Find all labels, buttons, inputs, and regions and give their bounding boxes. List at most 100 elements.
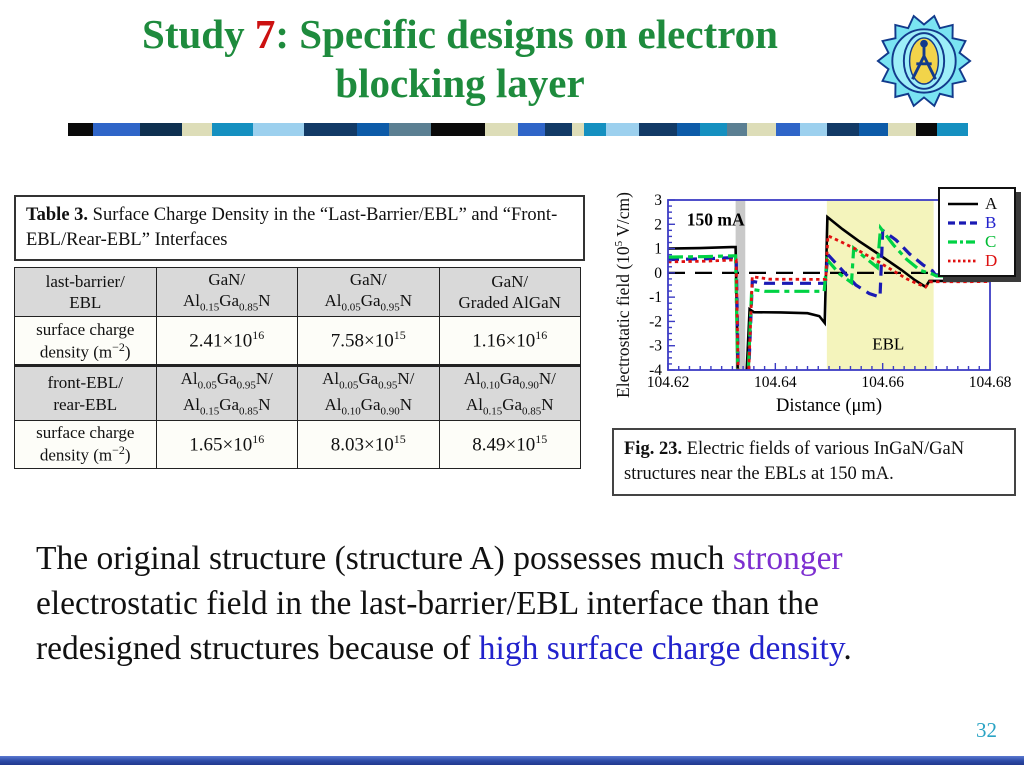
table-cell: 2.41×1016 xyxy=(155,316,298,367)
body-paragraph: The original structure (structure A) pos… xyxy=(36,536,1016,671)
divider-segment xyxy=(584,123,607,136)
legend-line-sample xyxy=(948,259,978,262)
divider-segment xyxy=(937,123,968,136)
table-cell: front-EBL/rear-EBL xyxy=(14,364,157,421)
paragraph-text: high surface charge density xyxy=(478,630,844,667)
ebl-label: EBL xyxy=(872,334,904,353)
divider-segment xyxy=(888,123,916,136)
y-tick-label: 3 xyxy=(654,192,662,209)
y-tick-label: -1 xyxy=(649,289,662,306)
divider-segment xyxy=(253,123,305,136)
legend-line-sample xyxy=(948,220,978,225)
legend-label: D xyxy=(985,251,998,270)
y-tick-label: -4 xyxy=(649,362,662,379)
paragraph-text: redesigned structures because of xyxy=(36,630,479,667)
divider-segment xyxy=(181,123,212,136)
barrier-band xyxy=(735,200,746,370)
paragraph-line: redesigned structures because of high su… xyxy=(36,626,1016,671)
divider-segment xyxy=(727,123,748,136)
divider-segment xyxy=(517,123,545,136)
divider-segment xyxy=(776,123,800,136)
divider-segment xyxy=(638,123,677,136)
divider-segment xyxy=(859,123,889,136)
legend-label: A xyxy=(985,194,998,213)
title-line2: blocking layer xyxy=(335,60,585,107)
table-cell: 8.03×1015 xyxy=(297,419,440,469)
divider-segment xyxy=(140,123,182,136)
series-B xyxy=(668,227,990,370)
paragraph-text: The original structure (structure A) pos… xyxy=(36,540,733,577)
legend-item: A xyxy=(947,194,1007,213)
divider-segment xyxy=(93,123,141,136)
divider-segment xyxy=(747,123,777,136)
divider-segment xyxy=(356,123,390,136)
title-study-number: 7 xyxy=(254,11,276,57)
table3-caption-text: Surface Charge Density in the “Last-Barr… xyxy=(26,205,558,250)
paragraph-line: electrostatic field in the last-barrier/… xyxy=(36,581,1016,626)
divider-segment xyxy=(484,123,518,136)
table-cell: surface charge density (m−2) xyxy=(14,316,157,367)
paragraph-text: stronger xyxy=(732,540,843,577)
paragraph-text: electrostatic field in the last-barrier/… xyxy=(36,585,819,622)
table-cell: Al0.05Ga0.95N/Al0.15Ga0.85N xyxy=(155,364,298,421)
x-tick-label: 104.66 xyxy=(861,374,904,391)
table-cell: 1.16×1016 xyxy=(438,316,581,367)
divider-segment xyxy=(544,123,572,136)
divider-segment xyxy=(571,123,585,136)
chart-canvas: 104.62 104.64 104.66 104.68 3 2 1 0 -1 -2 -3 -4 150 … xyxy=(647,192,1012,416)
table-cell: GaN/Graded AlGaN xyxy=(438,266,581,318)
table-cell: Al0.05Ga0.95N/Al0.10Ga0.90N xyxy=(297,364,440,421)
gear-logo-icon xyxy=(876,14,972,108)
table-cell: 1.65×1016 xyxy=(155,419,298,469)
legend-line-sample xyxy=(948,239,978,244)
table-row: last-barrier/EBL GaN/Al0.15Ga0.85N GaN/Al0… xyxy=(14,266,581,318)
divider-segment xyxy=(304,123,357,136)
paragraph-text: . xyxy=(843,630,852,667)
divider-segment xyxy=(68,123,94,136)
legend-item: D xyxy=(947,251,1007,270)
y-tick-label: 1 xyxy=(654,241,662,258)
divider-segment xyxy=(430,123,485,136)
current-annotation: 150 mA xyxy=(687,210,745,230)
divider-segment xyxy=(700,123,728,136)
fig23-caption: Fig. 23. Electric fields of various InGa… xyxy=(612,428,1016,496)
title-suffix: : Specific designs on electron xyxy=(275,11,778,57)
y-tick-label: 2 xyxy=(654,216,662,233)
footer-bar xyxy=(0,756,1024,765)
divider-segment xyxy=(606,123,639,136)
divider-segment xyxy=(915,123,938,136)
table-cell: last-barrier/EBL xyxy=(14,266,157,318)
table-row: surface charge density (m−2) 2.41×1016 7.58… xyxy=(14,316,581,367)
divider-segment xyxy=(676,123,701,136)
divider-segment xyxy=(389,123,431,136)
y-tick-label: -3 xyxy=(649,338,662,355)
legend-label: C xyxy=(985,232,997,251)
fig23-caption-label: Fig. 23. xyxy=(624,439,683,459)
divider-segment xyxy=(826,123,860,136)
legend-item: C xyxy=(947,232,1007,251)
table-cell: 8.49×1015 xyxy=(438,419,581,469)
table-row: front-EBL/rear-EBL Al0.05Ga0.95N/Al0.15Ga… xyxy=(14,364,581,421)
table-cell: surface charge density (m−2) xyxy=(14,419,157,469)
table3-caption: Table 3. Surface Charge Density in the “… xyxy=(14,195,585,261)
table-cell: Al0.10Ga0.90N/Al0.15Ga0.85N xyxy=(438,364,581,421)
x-tick-label: 104.62 xyxy=(647,374,690,391)
x-axis-label: Distance (μm) xyxy=(776,396,882,416)
table-row: surface charge density (m−2) 1.65×1016 8.03… xyxy=(14,419,581,469)
legend-label: B xyxy=(985,213,997,232)
legend-line-sample xyxy=(948,202,978,205)
table-cell: GaN/Al0.05Ga0.95N xyxy=(297,266,440,318)
surface-charge-table: last-barrier/EBL GaN/Al0.15Ga0.85N GaN/Al0… xyxy=(14,266,581,469)
legend-item: B xyxy=(947,213,1007,232)
page-number: 32 xyxy=(976,718,997,742)
divider-bar xyxy=(68,123,968,136)
y-tick-label: -2 xyxy=(649,313,662,330)
divider-segment xyxy=(211,123,254,136)
series-D xyxy=(668,233,990,370)
title-prefix: Study xyxy=(142,11,255,57)
paragraph-line: The original structure (structure A) pos… xyxy=(36,536,1016,581)
divider-segment xyxy=(799,123,827,136)
table-cell: 7.58×1015 xyxy=(297,316,440,367)
x-tick-label: 104.68 xyxy=(969,374,1012,391)
